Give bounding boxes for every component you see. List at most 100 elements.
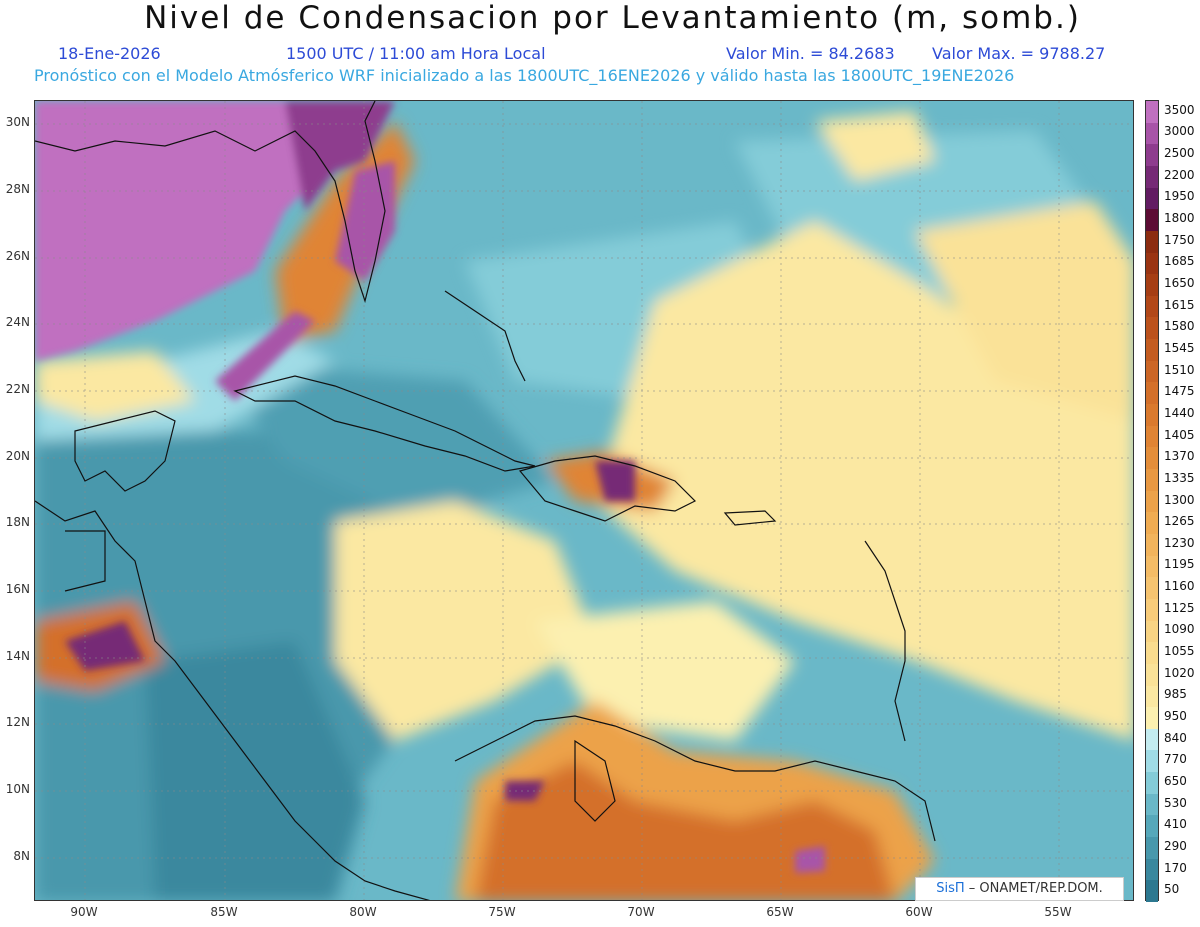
colorbar-level-label: 1055 [1164, 644, 1195, 659]
map-panel[interactable] [34, 100, 1134, 901]
colorbar-level-label: 1510 [1164, 362, 1195, 377]
colorbar-level-label: 1195 [1164, 557, 1195, 572]
colorbar-level-label: 410 [1164, 817, 1187, 832]
colorbar [1145, 100, 1159, 903]
lat-label: 14N [5, 649, 30, 663]
model-info: Pronóstico con el Modelo Atmósferico WRF… [34, 66, 1015, 85]
colorbar-level-label: 650 [1164, 773, 1187, 788]
lon-label: 60W [905, 905, 933, 919]
colorbar-level-label: 2500 [1164, 146, 1195, 161]
colorbar-swatch [1146, 858, 1158, 881]
colorbar-level-label: 1750 [1164, 232, 1195, 247]
colorbar-swatch [1146, 230, 1158, 254]
colorbar-level-label: 1440 [1164, 405, 1195, 420]
colorbar-swatch [1146, 187, 1158, 210]
lon-label: 55W [1044, 905, 1072, 919]
colorbar-level-label: 50 [1164, 882, 1180, 897]
colorbar-swatch [1146, 252, 1158, 275]
colorbar-level-label: 1265 [1164, 514, 1195, 529]
lat-label: 16N [5, 582, 30, 596]
colorbar-swatch [1146, 274, 1158, 297]
credit-box: SisΠ – ONAMET/REP.DOM. [915, 877, 1124, 901]
colorbar-swatch [1146, 793, 1158, 816]
colorbar-swatch [1146, 360, 1158, 383]
colorbar-swatch [1146, 165, 1158, 189]
forecast-date: 18-Ene-2026 [58, 44, 161, 63]
min-value: Valor Min. = 84.2683 [726, 44, 895, 63]
colorbar-swatch [1146, 750, 1158, 773]
colorbar-level-label: 1580 [1164, 319, 1195, 334]
colorbar-swatch [1146, 685, 1158, 708]
colorbar-swatch [1146, 101, 1158, 124]
colorbar-swatch [1146, 533, 1158, 557]
graticule [35, 101, 1133, 900]
colorbar-swatch [1146, 404, 1158, 427]
colorbar-level-label: 1615 [1164, 297, 1195, 312]
colorbar-level-label: 950 [1164, 708, 1187, 723]
colorbar-swatch [1146, 339, 1158, 362]
colorbar-swatch [1146, 512, 1158, 535]
lat-label: 24N [5, 315, 30, 329]
colorbar-level-label: 1090 [1164, 622, 1195, 637]
lon-label: 90W [70, 905, 98, 919]
colorbar-level-label: 1020 [1164, 665, 1195, 680]
colorbar-level-label: 1300 [1164, 492, 1195, 507]
colorbar-level-label: 1335 [1164, 470, 1195, 485]
colorbar-level-label: 3000 [1164, 124, 1195, 139]
colorbar-level-label: 3500 [1164, 102, 1195, 117]
lon-label: 65W [766, 905, 794, 919]
colorbar-level-label: 1545 [1164, 340, 1195, 355]
colorbar-swatch [1146, 577, 1158, 600]
colorbar-swatch [1146, 295, 1158, 318]
colorbar-level-label: 1230 [1164, 535, 1195, 550]
colorbar-level-label: 1685 [1164, 254, 1195, 269]
colorbar-swatch [1146, 469, 1158, 492]
colorbar-swatch [1146, 447, 1158, 470]
colorbar-level-label: 1125 [1164, 600, 1195, 615]
colorbar-level-label: 1800 [1164, 211, 1195, 226]
lat-label: 10N [5, 782, 30, 796]
colorbar-swatch [1146, 209, 1158, 232]
colorbar-swatch [1146, 555, 1158, 578]
lat-label: 18N [5, 515, 30, 529]
lon-label: 70W [627, 905, 655, 919]
map-canvas [35, 101, 1133, 900]
colorbar-swatch [1146, 642, 1158, 665]
lat-label: 30N [5, 115, 30, 129]
colorbar-swatch [1146, 598, 1158, 622]
lon-label: 85W [210, 905, 238, 919]
sispi-logo: SisΠ [936, 881, 965, 896]
colorbar-level-label: 170 [1164, 860, 1187, 875]
lon-label: 75W [488, 905, 516, 919]
colorbar-swatch [1146, 122, 1158, 145]
colorbar-swatch [1146, 837, 1158, 860]
colorbar-level-label: 770 [1164, 752, 1187, 767]
coastlines [35, 101, 936, 900]
lat-label: 28N [5, 182, 30, 196]
max-value: Valor Max. = 9788.27 [932, 44, 1106, 63]
colorbar-swatch [1146, 620, 1158, 643]
colorbar-swatch [1146, 317, 1158, 340]
colorbar-swatch [1146, 707, 1158, 730]
colorbar-level-label: 985 [1164, 687, 1187, 702]
colorbar-swatch [1146, 880, 1158, 903]
lon-label: 80W [349, 905, 377, 919]
colorbar-level-label: 1475 [1164, 384, 1195, 399]
colorbar-swatch [1146, 772, 1158, 795]
colorbar-level-label: 1405 [1164, 427, 1195, 442]
colorbar-swatch [1146, 382, 1158, 405]
lat-label: 8N [13, 849, 30, 863]
lat-label: 12N [5, 715, 30, 729]
lat-label: 22N [5, 382, 30, 396]
colorbar-level-label: 530 [1164, 795, 1187, 810]
colorbar-level-label: 840 [1164, 730, 1187, 745]
lat-label: 26N [5, 249, 30, 263]
colorbar-swatch [1146, 144, 1158, 167]
colorbar-swatch [1146, 490, 1158, 513]
map-title: Nivel de Condensacion por Levantamiento … [144, 0, 1081, 36]
forecast-time: 1500 UTC / 11:00 am Hora Local [286, 44, 546, 63]
colorbar-swatch [1146, 425, 1158, 448]
lat-label: 20N [5, 449, 30, 463]
colorbar-swatch [1146, 663, 1158, 686]
colorbar-level-label: 2200 [1164, 167, 1195, 182]
